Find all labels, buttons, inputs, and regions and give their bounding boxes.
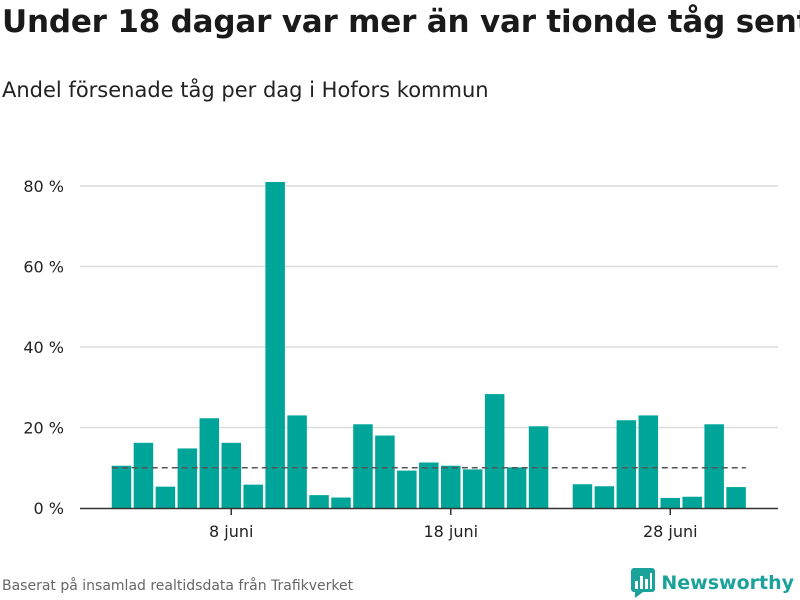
chart-title: Under 18 dagar var mer än var tionde tåg… <box>2 4 800 40</box>
bar <box>155 486 176 508</box>
bar <box>616 420 637 508</box>
bar <box>726 487 746 508</box>
bar <box>638 415 659 508</box>
bar <box>484 394 505 508</box>
brand-logo: Newsworthy <box>631 568 794 598</box>
y-tick-label: 0 % <box>34 499 64 518</box>
bar <box>111 465 132 508</box>
y-tick-label: 60 % <box>23 258 64 277</box>
gridlines <box>80 185 778 429</box>
chart-subtitle: Andel försenade tåg per dag i Hofors kom… <box>2 78 489 102</box>
bar <box>441 465 461 508</box>
bar <box>177 448 198 508</box>
bar <box>462 469 483 508</box>
bar <box>199 418 220 508</box>
x-tick-label: 18 juni <box>423 522 478 541</box>
y-tick-label: 80 % <box>23 177 64 196</box>
bar <box>243 484 263 508</box>
bar <box>506 467 527 508</box>
y-tick-label: 20 % <box>23 419 64 438</box>
bar <box>309 495 329 508</box>
bar <box>682 496 702 508</box>
x-axis-tick-labels: 8 juni 18 juni 28 juni <box>209 508 698 541</box>
bar <box>353 424 373 508</box>
bar <box>375 435 395 508</box>
x-tick-label: 8 juni <box>209 522 253 541</box>
bar <box>419 462 439 508</box>
bar <box>287 415 307 508</box>
bar <box>331 497 351 508</box>
bar <box>660 497 680 508</box>
bar <box>594 486 615 508</box>
bar <box>572 484 593 508</box>
bar <box>133 442 154 508</box>
bar <box>528 426 549 508</box>
x-tick-label: 28 juni <box>643 522 698 541</box>
bar <box>704 424 724 508</box>
bar <box>265 181 285 508</box>
brand-name: Newsworthy <box>661 572 794 594</box>
bars <box>111 181 746 508</box>
bar-chart-logo-icon <box>631 568 656 598</box>
y-tick-label: 40 % <box>23 338 64 357</box>
bar <box>221 442 241 508</box>
y-axis-tick-labels: 0 % 20 % 40 % 60 % 80 % <box>23 177 64 518</box>
source-note: Baserat på insamlad realtidsdata från Tr… <box>2 578 354 594</box>
bar <box>397 470 417 508</box>
